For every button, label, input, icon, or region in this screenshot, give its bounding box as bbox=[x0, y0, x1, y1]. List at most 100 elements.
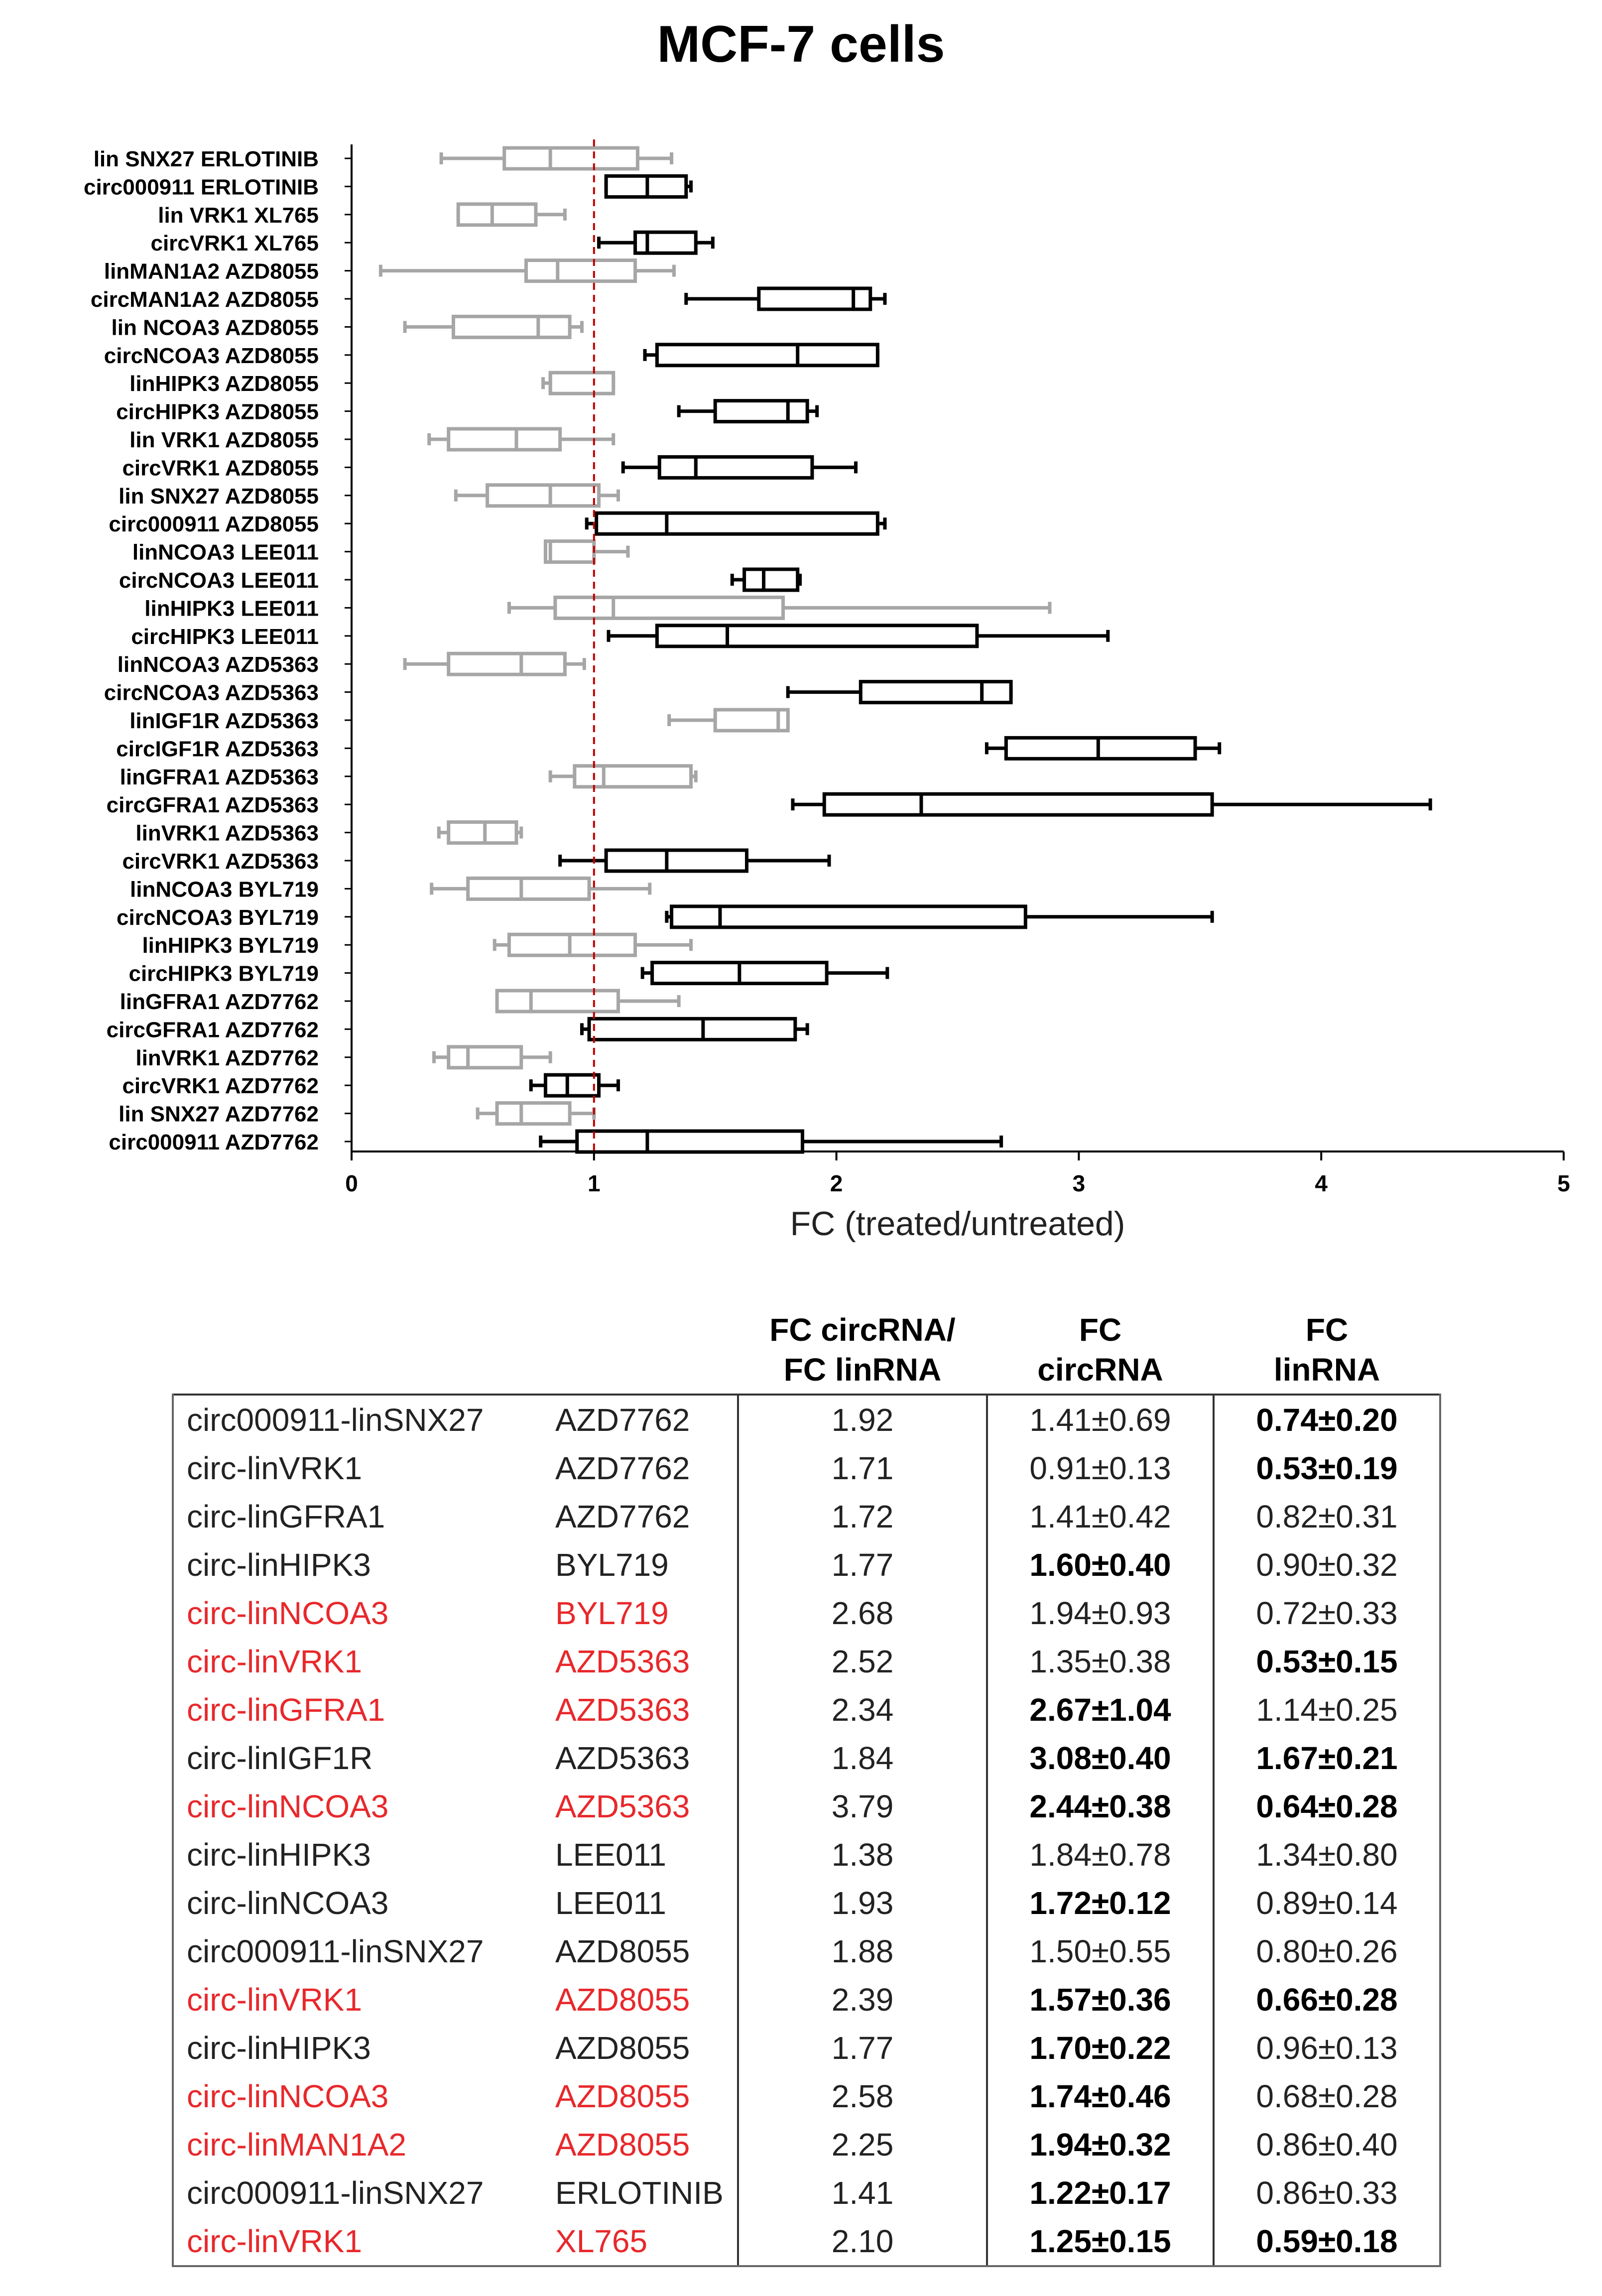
category-label: circVRK1 AZD5363 bbox=[122, 849, 319, 874]
box-lin bbox=[486, 483, 601, 508]
category-label: circVRK1 AZD7762 bbox=[122, 1074, 319, 1098]
table-row: circ-linVRK1 AZD8055 2.39 1.57±0.36 0.66±0.2… bbox=[172, 1975, 1441, 2024]
cell-fc-circrna: 1.41±0.42 bbox=[986, 1492, 1214, 1540]
box-lin bbox=[548, 371, 616, 395]
box-lin bbox=[502, 146, 639, 171]
box-circ bbox=[657, 455, 814, 480]
table-row: circ-linHIPK3 BYL719 1.77 1.60±0.40 0.90±0.3… bbox=[172, 1540, 1441, 1589]
cell-pair: circ-linNCOA3 bbox=[172, 1589, 546, 1637]
cell-fc-linrna: 0.74±0.20 bbox=[1213, 1394, 1441, 1444]
cell-ratio: 1.93 bbox=[737, 1879, 987, 1927]
category-label: circNCOA3 BYL719 bbox=[117, 905, 319, 930]
table-body: circ000911-linSNX27 AZD7762 1.92 1.41±0.69 0… bbox=[172, 1394, 1441, 2267]
cell-fc-linrna: 0.96±0.13 bbox=[1213, 2024, 1441, 2072]
box-circ bbox=[822, 792, 1214, 817]
cell-drug: ERLOTINIB bbox=[555, 2174, 724, 2211]
x-tick-label: 5 bbox=[1557, 1170, 1570, 1196]
box-lin bbox=[447, 651, 567, 676]
cell-fc-circrna: 1.94±0.32 bbox=[986, 2120, 1214, 2168]
cell-drug: AZD5363 bbox=[555, 1691, 690, 1728]
box-lin bbox=[543, 539, 596, 564]
cell-fc-circrna: 1.57±0.36 bbox=[986, 1975, 1214, 2024]
box-circ bbox=[587, 1017, 797, 1041]
category-label: linIGF1R AZD5363 bbox=[129, 709, 319, 733]
cell-pair: circ000911-linSNX27 bbox=[172, 1927, 546, 1975]
cell-fc-circrna: 1.72±0.12 bbox=[986, 1879, 1214, 1927]
cell-fc-linrna: 0.82±0.31 bbox=[1213, 1492, 1441, 1540]
category-label: lin NCOA3 AZD8055 bbox=[112, 315, 319, 340]
cell-fc-linrna: 1.67±0.21 bbox=[1213, 1734, 1441, 1782]
cell-ratio: 1.92 bbox=[737, 1394, 987, 1444]
cell-fc-circrna: 1.50±0.55 bbox=[986, 1927, 1214, 1975]
cell-drug: XL765 bbox=[546, 2217, 738, 2267]
cell-pair: circ-linVRK1 bbox=[172, 1975, 546, 2024]
box-lin bbox=[447, 820, 518, 845]
category-label: linMAN1A2 AZD8055 bbox=[104, 259, 319, 284]
cell-drug: AZD7762 bbox=[546, 1394, 738, 1444]
cell-drug: AZD5363 bbox=[555, 1788, 690, 1824]
cell-drug: AZD5363 bbox=[555, 1740, 690, 1776]
cell-ratio: 1.71 bbox=[737, 1444, 987, 1492]
box-circ bbox=[670, 904, 1027, 929]
table-row: circ-linVRK1 AZD5363 2.52 1.35±0.38 0.53±0.1… bbox=[172, 1637, 1441, 1685]
box-lin bbox=[447, 1045, 523, 1070]
cell-fc-linrna: 1.34±0.80 bbox=[1213, 1830, 1441, 1879]
box-lin bbox=[495, 989, 620, 1014]
cell-ratio: 2.10 bbox=[737, 2217, 987, 2267]
cell-pair: circ000911-linSNX27 bbox=[172, 2168, 546, 2217]
box-circ bbox=[655, 343, 879, 368]
category-label: linGFRA1 AZD7762 bbox=[120, 990, 319, 1014]
cell-drug: BYL719 bbox=[555, 1595, 669, 1631]
boxplot-chart: 0 1 2 3 4 5 FC (treated/untreated) lin SNX27 ER… bbox=[84, 139, 1570, 1243]
category-label: circHIPK3 AZD8055 bbox=[116, 400, 319, 424]
table-row: circ-linVRK1 AZD7762 1.71 0.91±0.13 0.53±0.1… bbox=[172, 1444, 1441, 1492]
box-lin bbox=[466, 876, 591, 901]
header-drug bbox=[546, 1310, 738, 1395]
header-pair bbox=[173, 1310, 546, 1395]
cell-fc-circrna: 1.41±0.69 bbox=[986, 1394, 1214, 1444]
cell-drug: BYL719 bbox=[555, 1546, 669, 1583]
table-row: circ-linNCOA3 LEE011 1.93 1.72±0.12 0.89±0.1… bbox=[172, 1879, 1441, 1927]
cell-ratio: 1.77 bbox=[737, 1540, 987, 1589]
cell-ratio: 1.84 bbox=[737, 1734, 987, 1782]
category-label: linHIPK3 LEE011 bbox=[144, 596, 319, 621]
category-label: circIGF1R AZD5363 bbox=[116, 737, 319, 761]
cell-fc-linrna: 0.86±0.40 bbox=[1213, 2120, 1441, 2168]
category-label: circGFRA1 AZD7762 bbox=[107, 1018, 319, 1042]
cell-pair: circ-linVRK1 bbox=[172, 2217, 546, 2267]
cell-fc-circrna: 1.60±0.40 bbox=[986, 1540, 1214, 1589]
cell-pair: circ-linGFRA1 bbox=[172, 1685, 546, 1734]
cell-fc-linrna: 0.68±0.28 bbox=[1213, 2072, 1441, 2120]
cell-ratio: 1.77 bbox=[737, 2024, 987, 2072]
x-tick-label: 2 bbox=[830, 1170, 843, 1196]
category-label: linGFRA1 AZD5363 bbox=[120, 765, 319, 789]
cell-pair: circ-linHIPK3 bbox=[172, 2024, 546, 2072]
box-circ bbox=[742, 567, 800, 592]
results-table: FC circRNA/FC linRNA FC circRNA FC linRNA … bbox=[172, 1310, 1441, 2267]
cell-ratio: 2.68 bbox=[737, 1589, 987, 1637]
category-label: lin VRK1 XL765 bbox=[158, 203, 319, 228]
category-label: lin VRK1 AZD8055 bbox=[129, 428, 319, 452]
category-label: linVRK1 AZD7762 bbox=[135, 1046, 319, 1070]
category-label: circNCOA3 AZD8055 bbox=[104, 344, 319, 368]
x-tick-label: 0 bbox=[345, 1170, 358, 1196]
box-circ bbox=[604, 848, 748, 873]
box-lin bbox=[451, 314, 572, 339]
table-header-row: FC circRNA/FC linRNA FC circRNA FC linRNA bbox=[173, 1310, 1440, 1395]
cell-ratio: 1.88 bbox=[737, 1927, 987, 1975]
category-label: circ000911 ERLOTINIB bbox=[84, 175, 319, 199]
header-fc-linrna: FC linRNA bbox=[1273, 1312, 1380, 1388]
cell-fc-linrna: 0.80±0.26 bbox=[1213, 1927, 1441, 1975]
cell-drug: AZD8055 bbox=[555, 2030, 690, 2066]
cell-pair: circ000911-linSNX27 bbox=[172, 1394, 546, 1444]
box-circ bbox=[859, 680, 1013, 705]
table-row: circ-linVRK1 XL765 2.10 1.25±0.15 0.59±0.18 bbox=[172, 2217, 1441, 2267]
cell-pair: circ-linVRK1 bbox=[172, 1637, 546, 1685]
cell-pair: circ-linIGF1R bbox=[172, 1734, 546, 1782]
cell-fc-linrna: 0.53±0.19 bbox=[1213, 1444, 1441, 1492]
category-label: circ000911 AZD7762 bbox=[109, 1130, 319, 1154]
cell-drug: AZD5363 bbox=[555, 1643, 690, 1679]
x-tick-label: 4 bbox=[1315, 1170, 1328, 1196]
cell-fc-circrna: 3.08±0.40 bbox=[986, 1734, 1214, 1782]
cell-drug: AZD8055 bbox=[555, 2078, 690, 2114]
